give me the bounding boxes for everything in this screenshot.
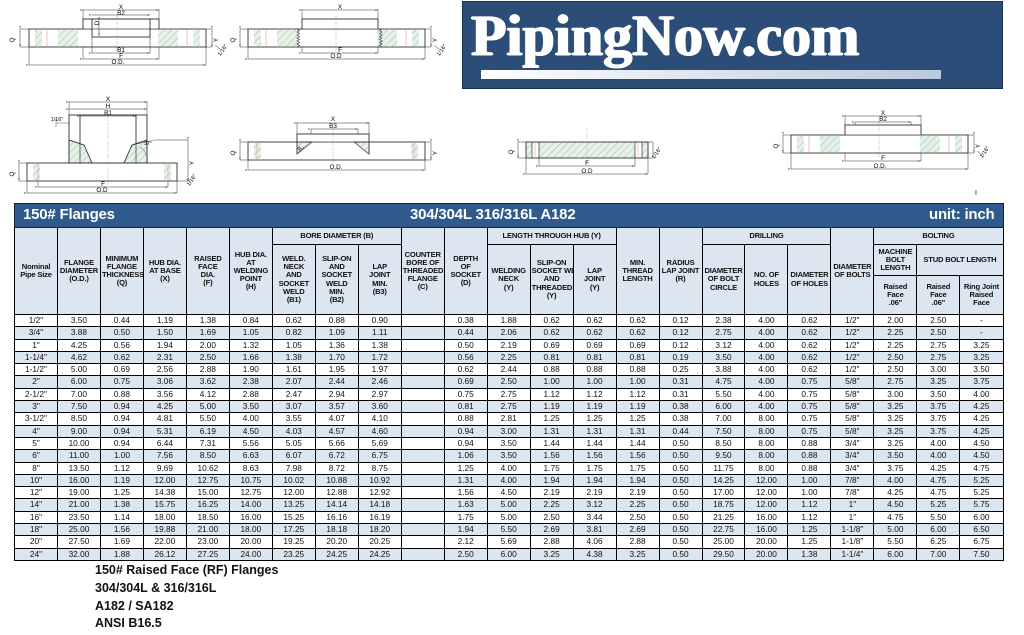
svg-text:Q: Q xyxy=(9,37,16,42)
svg-text:Y: Y xyxy=(432,37,439,42)
svg-text:Y: Y xyxy=(213,37,220,42)
svg-text:D: D xyxy=(94,20,101,25)
svg-text:O.D.: O.D. xyxy=(112,59,125,66)
svg-text:O.D.: O.D. xyxy=(330,164,343,171)
svg-text:1/16": 1/16" xyxy=(51,117,64,123)
svg-text:B1: B1 xyxy=(104,110,112,117)
svg-text:I: I xyxy=(975,190,977,197)
svg-text:Y: Y xyxy=(189,160,196,165)
svg-text:H: H xyxy=(106,103,111,110)
svg-text:B2: B2 xyxy=(117,10,125,17)
svg-text:Q: Q xyxy=(9,171,16,176)
svg-text:Q: Q xyxy=(230,150,237,155)
svg-text:1/16": 1/16" xyxy=(217,43,229,57)
svg-text:O.D: O.D xyxy=(96,187,108,194)
svg-text:B2: B2 xyxy=(879,116,887,123)
svg-text:Q: Q xyxy=(773,143,780,148)
svg-text:X: X xyxy=(331,116,336,123)
svg-text:B3: B3 xyxy=(329,123,337,130)
svg-text:O.D: O.D xyxy=(330,53,342,60)
svg-text:B1: B1 xyxy=(117,47,125,54)
svg-text:Q: Q xyxy=(230,37,237,42)
svg-text:F: F xyxy=(585,160,589,167)
svg-text:O.D.: O.D. xyxy=(874,163,887,170)
svg-text:37°: 37° xyxy=(144,141,152,147)
svg-text:Q: Q xyxy=(508,149,515,154)
svg-text:F: F xyxy=(881,155,885,162)
svg-text:1/16": 1/16" xyxy=(436,43,448,57)
svg-text:Y: Y xyxy=(432,150,439,155)
svg-text:O.D: O.D xyxy=(581,168,593,175)
svg-text:Y: Y xyxy=(975,143,982,148)
